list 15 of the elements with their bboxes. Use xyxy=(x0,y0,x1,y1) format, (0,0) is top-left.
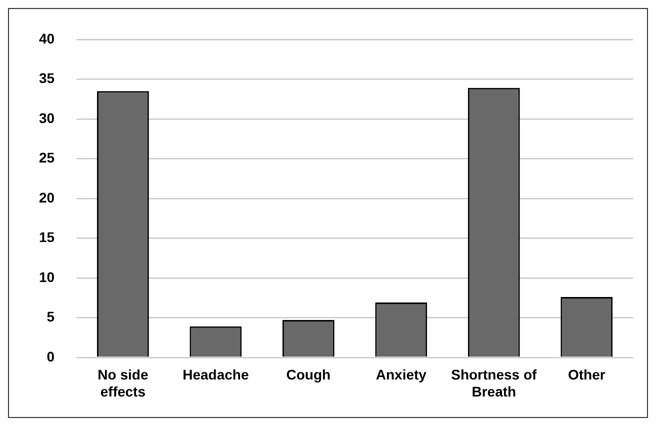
y-tick-label: 0 xyxy=(46,348,55,364)
y-tick-label: 25 xyxy=(38,150,55,166)
x-tick-label: No side effects xyxy=(98,366,148,400)
y-tick-label: 40 xyxy=(38,30,55,46)
y-tick-label: 35 xyxy=(38,70,55,86)
y-tick-label: 10 xyxy=(38,268,55,285)
x-tick-label: Anxiety xyxy=(376,366,427,383)
x-tick-label: Other xyxy=(568,366,606,383)
y-tick-label: 20 xyxy=(38,189,55,206)
x-tick-label: Headache xyxy=(182,366,249,383)
x-tick-label: Cough xyxy=(286,366,331,383)
x-tick-label: Shortness of Breath xyxy=(451,366,538,400)
y-tick-label: 5 xyxy=(46,308,55,325)
y-tick-label: 15 xyxy=(38,229,55,246)
y-tick-label: 30 xyxy=(38,110,55,126)
